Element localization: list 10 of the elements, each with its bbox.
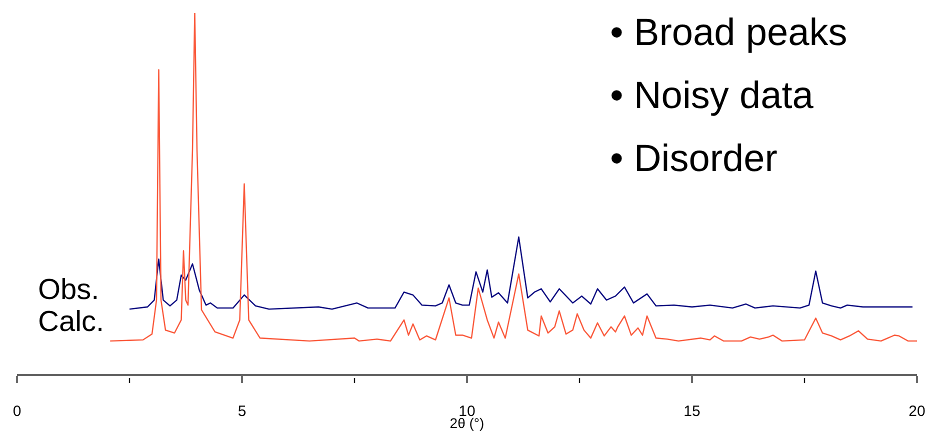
series-label: Calc.	[38, 304, 104, 339]
annotation: • Broad peaks	[610, 11, 848, 56]
x-tick-label: 0	[12, 403, 22, 420]
annotation: • Disorder	[610, 137, 778, 182]
x-tick-label: 20	[908, 403, 926, 420]
annotation: • Noisy data	[610, 74, 814, 119]
x-axis-title: 2θ (°)	[450, 415, 484, 431]
x-tick-label: 15	[684, 403, 700, 420]
series-label: Obs.	[38, 273, 100, 308]
x-tick-label: 5	[238, 403, 246, 420]
